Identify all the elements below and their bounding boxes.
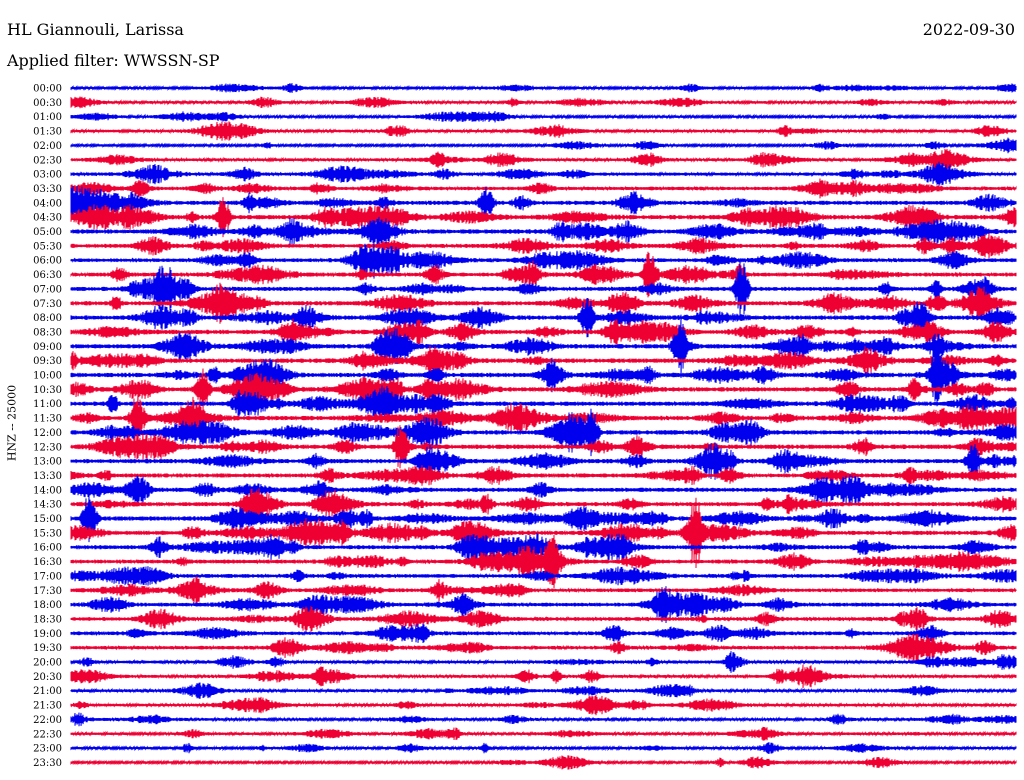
time-tick-label: 12:30 <box>33 442 62 453</box>
time-tick-label: 04:30 <box>33 213 62 224</box>
time-tick-label: 13:30 <box>33 471 62 482</box>
time-tick-label: 14:00 <box>33 485 62 496</box>
time-tick-label: 09:30 <box>33 356 62 367</box>
time-tick-label: 14:30 <box>33 500 62 511</box>
time-tick-label: 09:00 <box>33 342 62 353</box>
time-tick-label: 18:00 <box>33 600 62 611</box>
time-tick-label: 04:00 <box>33 198 62 209</box>
time-tick-label: 11:30 <box>33 414 62 425</box>
time-tick-label: 18:30 <box>33 614 62 625</box>
time-tick-label: 19:00 <box>33 629 62 640</box>
station-title: HL Giannouli, Larissa <box>7 20 184 39</box>
seismic-traces <box>70 83 1017 770</box>
trace-row <box>70 533 1017 562</box>
time-tick-label: 03:00 <box>33 170 62 181</box>
time-tick-label: 10:30 <box>33 385 62 396</box>
time-tick-label: 17:00 <box>33 571 62 582</box>
time-tick-label: 21:00 <box>33 686 62 697</box>
time-tick-label: 11:00 <box>33 399 62 410</box>
time-tick-label: 02:30 <box>33 155 62 166</box>
time-tick-label: 01:00 <box>33 112 62 123</box>
time-tick-label: 08:30 <box>33 327 62 338</box>
time-tick-label: 05:00 <box>33 227 62 238</box>
time-tick-label: 15:30 <box>33 528 62 539</box>
time-tick-label: 12:00 <box>33 428 62 439</box>
time-tick-label: 08:00 <box>33 313 62 324</box>
trace-row <box>70 694 1017 716</box>
time-tick-label: 17:30 <box>33 586 62 597</box>
time-tick-label: 02:00 <box>33 141 62 152</box>
time-tick-label: 00:30 <box>33 98 62 109</box>
time-tick-label: 16:00 <box>33 543 62 554</box>
trace-row <box>70 343 1017 407</box>
time-tick-label: 16:30 <box>33 557 62 568</box>
time-tick-labels: 00:00 00:30 01:00 01:30 02:00 02:30 03:00 03:30… <box>33 84 62 769</box>
time-tick-label: 23:00 <box>33 744 62 755</box>
time-tick-label: 07:30 <box>33 299 62 310</box>
time-tick-label: 22:00 <box>33 715 62 726</box>
time-tick-label: 00:00 <box>33 84 62 95</box>
trace-row <box>70 178 1017 199</box>
time-tick-label: 13:00 <box>33 457 62 468</box>
time-tick-label: 06:30 <box>33 270 62 281</box>
record-date: 2022-09-30 <box>922 20 1015 39</box>
time-tick-label: 22:30 <box>33 729 62 740</box>
time-tick-label: 20:00 <box>33 658 62 669</box>
trace-row <box>70 534 1017 589</box>
filter-label: Applied filter: WWSSN-SP <box>7 51 220 70</box>
time-tick-label: 21:30 <box>33 701 62 712</box>
time-tick-label: 05:30 <box>33 241 62 252</box>
time-tick-label: 07:00 <box>33 284 62 295</box>
trace-row <box>70 391 1017 445</box>
time-tick-label: 10:00 <box>33 371 62 382</box>
time-tick-label: 15:00 <box>33 514 62 525</box>
time-tick-label: 19:30 <box>33 643 62 654</box>
trace-row <box>70 494 1017 543</box>
time-tick-label: 23:30 <box>33 758 62 769</box>
time-tick-label: 01:30 <box>33 127 62 138</box>
time-tick-label: 20:30 <box>33 672 62 683</box>
time-tick-label: 03:30 <box>33 184 62 195</box>
time-tick-label: 06:00 <box>33 256 62 267</box>
